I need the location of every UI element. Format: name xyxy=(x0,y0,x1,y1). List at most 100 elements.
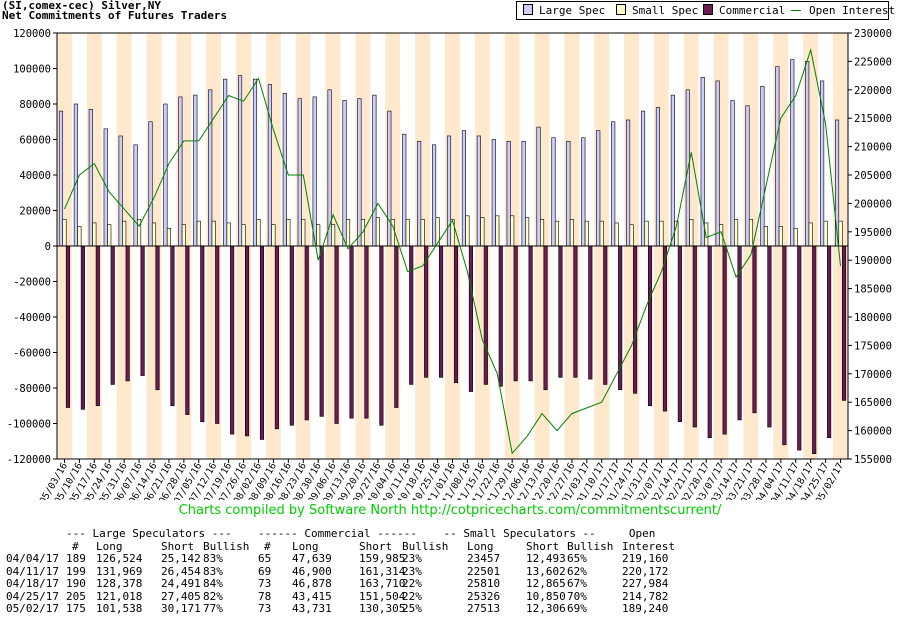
y2-axis-tick-label: 205000 xyxy=(854,170,892,182)
bar-commercial xyxy=(110,245,115,385)
bar-small-spec xyxy=(226,222,231,247)
y-axis-tick-label: 100000 xyxy=(13,64,51,76)
bar-small-spec xyxy=(166,227,171,247)
cell-ss_short: 12,865 xyxy=(526,577,566,590)
bar-commercial xyxy=(573,245,578,378)
bar-large-spec xyxy=(372,94,377,247)
cell-c_long: 46,878 xyxy=(292,577,332,590)
cell-ls_n: 175 xyxy=(66,602,86,615)
bar-commercial xyxy=(245,245,250,437)
line-open-interest xyxy=(64,48,841,455)
cell-ss_long: 25326 xyxy=(467,589,501,603)
bar-large-spec xyxy=(208,89,213,247)
bar-commercial xyxy=(364,245,369,419)
column-header-ss_bull: Bullish xyxy=(567,539,614,553)
table-row: 04/25/17 205 121,018 27,405 82% 78 43,415 151,5… xyxy=(0,590,668,604)
table-row: 04/18/17 190 128,378 24,491 84% 73 46,878 163,7… xyxy=(0,577,668,591)
bar-large-spec xyxy=(193,94,198,247)
bar-large-spec xyxy=(73,103,78,247)
legend-swatch-commercial xyxy=(703,4,713,15)
bar-small-spec xyxy=(584,220,589,247)
bar-large-spec xyxy=(670,94,675,247)
bar-small-spec xyxy=(629,224,634,247)
bar-large-spec xyxy=(417,140,422,247)
bar-small-spec xyxy=(122,220,127,247)
bar-small-spec xyxy=(77,226,82,247)
cell-ls_bull: 83% xyxy=(203,564,223,578)
bar-small-spec xyxy=(554,220,560,247)
y-axis-tick-label: 120000 xyxy=(13,28,51,40)
bar-small-spec xyxy=(659,220,664,247)
bar-commercial xyxy=(543,245,548,391)
bar-large-spec xyxy=(402,133,407,247)
column-header-c_long: Long xyxy=(292,539,319,553)
cell-ls_n: 205 xyxy=(66,589,86,603)
y2-axis-tick-label: 160000 xyxy=(854,426,892,438)
bar-commercial xyxy=(528,245,533,382)
bar-commercial xyxy=(200,245,205,423)
bar-large-spec xyxy=(760,85,765,247)
y2-axis-tick-label: 230000 xyxy=(854,28,892,40)
cell-oi: 227,984 xyxy=(622,577,669,590)
bar-large-spec xyxy=(581,137,586,247)
bar-large-spec xyxy=(506,140,511,247)
cell-oi: 219,160 xyxy=(622,552,669,565)
bar-commercial xyxy=(692,245,697,428)
y2-axis-tick-label: 225000 xyxy=(854,56,892,68)
y-axis-tick-label: -120000 xyxy=(7,454,51,466)
cell-ss_bull: 69% xyxy=(567,602,587,615)
bar-small-spec xyxy=(271,224,276,247)
cell-ls_bull: 83% xyxy=(203,552,223,565)
legend-label-commercial: Commercial xyxy=(719,4,786,17)
bar-commercial xyxy=(827,245,832,438)
bar-large-spec xyxy=(640,110,646,247)
bar-commercial xyxy=(304,245,309,421)
bar-large-spec xyxy=(715,80,720,247)
bar-small-spec xyxy=(704,222,709,247)
bar-commercial xyxy=(65,245,71,408)
bar-large-spec xyxy=(611,121,616,247)
bar-large-spec xyxy=(566,140,571,247)
bar-large-spec xyxy=(805,61,810,247)
bar-large-spec xyxy=(432,144,437,247)
cell-oi: 189,240 xyxy=(622,602,669,615)
cell-ls_short: 27,405 xyxy=(161,589,201,603)
bar-large-spec xyxy=(223,78,228,247)
cell-c_bull: 22% xyxy=(402,589,422,603)
bar-commercial xyxy=(185,245,190,415)
bar-small-spec xyxy=(525,217,530,247)
bar-small-spec xyxy=(838,220,843,247)
y-axis-tick-label: -100000 xyxy=(7,419,51,431)
y-axis-tick-label: -80000 xyxy=(13,383,51,395)
bar-commercial xyxy=(274,245,279,430)
bar-commercial xyxy=(349,245,354,419)
cell-ss_bull: 65% xyxy=(567,552,587,565)
cell-c_long: 47,639 xyxy=(292,552,332,565)
cell-ls_n: 190 xyxy=(66,577,86,590)
bar-large-spec xyxy=(252,78,258,247)
column-header-c_bull: Bullish xyxy=(402,539,449,553)
y-axis-tick-label: 40000 xyxy=(19,170,51,182)
column-header-c_n: # xyxy=(264,539,271,553)
bar-large-spec xyxy=(238,75,243,247)
bar-commercial xyxy=(289,245,294,426)
legend-swatch-small-spec xyxy=(616,4,626,15)
cell-c_bull: 25% xyxy=(402,602,422,615)
cell-ls_bull: 77% xyxy=(203,602,223,615)
cell-date: 04/18/17 xyxy=(6,577,59,590)
bar-small-spec xyxy=(62,219,67,247)
bar-small-spec xyxy=(614,222,619,247)
cell-date: 04/25/17 xyxy=(6,589,59,603)
bar-commercial xyxy=(558,245,563,378)
bar-commercial xyxy=(722,245,727,435)
cell-date: 05/02/17 xyxy=(6,602,59,615)
column-header-oi: Interest xyxy=(622,539,675,553)
y-axis-tick-label: 0 xyxy=(45,241,51,253)
bar-small-spec xyxy=(793,227,798,247)
bar-small-spec xyxy=(92,222,97,247)
cell-ss_short: 12,493 xyxy=(526,552,566,565)
bar-commercial xyxy=(797,245,802,451)
cell-ss_short: 13,602 xyxy=(526,564,566,578)
bar-large-spec xyxy=(596,130,601,247)
cell-ls_n: 189 xyxy=(66,552,86,565)
